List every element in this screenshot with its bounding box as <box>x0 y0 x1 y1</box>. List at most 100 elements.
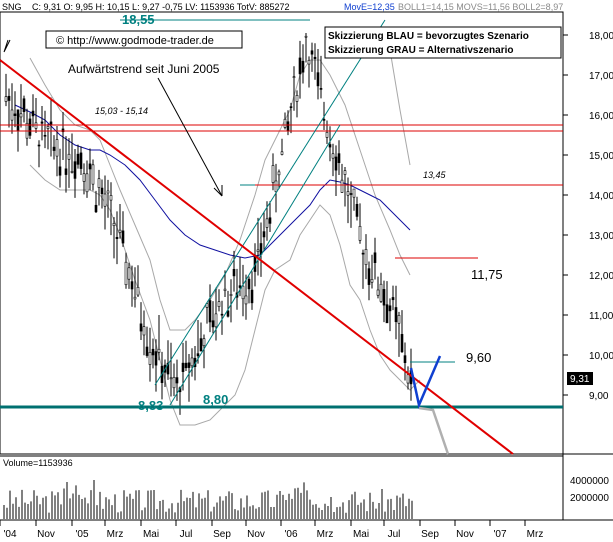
candle-body <box>85 173 89 193</box>
candle-body <box>328 144 332 148</box>
candle-body <box>118 229 122 233</box>
copyright-box <box>45 30 243 49</box>
x-tick-label: Mrz <box>527 529 544 540</box>
candle-body <box>19 113 23 118</box>
volume-bars <box>3 479 413 519</box>
candle-body <box>238 285 242 288</box>
y-tick-label: 9,00 <box>589 391 609 402</box>
candle-body <box>271 165 275 183</box>
candle-body <box>226 310 230 317</box>
moving-average-line <box>14 104 411 259</box>
candle-body <box>22 98 26 113</box>
move-indicator: MovE=12,35 <box>344 2 395 12</box>
candle-body <box>94 204 98 213</box>
candle-body <box>61 128 65 133</box>
candle-body <box>13 113 17 116</box>
scenario-blue <box>409 355 442 410</box>
candle-body <box>142 326 146 336</box>
legend-box <box>324 26 562 59</box>
y-tick-label: 18,00 <box>589 31 613 42</box>
candle-body <box>58 166 62 176</box>
candle-body <box>319 88 323 90</box>
candle-body <box>31 110 35 117</box>
candle-body <box>364 249 368 265</box>
candle-body <box>217 301 221 307</box>
x-tick-label: Sep <box>421 529 439 540</box>
candle-body <box>352 188 356 198</box>
candle-body <box>244 295 248 305</box>
trend-pointer <box>157 77 223 197</box>
peak-label: 18,55 <box>122 12 155 27</box>
candle-body <box>358 225 362 241</box>
candle-body <box>298 57 302 75</box>
candle-body <box>223 288 227 291</box>
candle-body <box>190 357 194 367</box>
candle-body <box>181 362 185 372</box>
zone-label: 15,03 - 15,14 <box>95 106 148 116</box>
candles <box>4 33 413 415</box>
candle-body <box>52 146 56 151</box>
candle-body <box>46 126 50 129</box>
candle-body <box>274 180 278 192</box>
volume-label: Volume=1153936 <box>3 458 73 468</box>
downtrend-line <box>0 59 514 455</box>
corner-arrow-icon <box>3 39 11 53</box>
last-price-badge <box>567 372 593 385</box>
bollinger-lower-band <box>29 164 421 426</box>
legend-blue: Skizzierung BLAU = bevorzugtes Szenario <box>328 31 529 42</box>
candle-body <box>322 119 326 121</box>
y-tick-label: 11,00 <box>589 311 613 322</box>
candle-body <box>268 217 272 224</box>
candle-body <box>43 134 47 137</box>
candle-body <box>202 338 206 347</box>
candle-body <box>4 96 8 102</box>
candle-body <box>325 131 329 138</box>
quote-line: C: 9,31 O: 9,95 H: 10,15 L: 9,27 -0,75 L… <box>32 2 290 12</box>
x-tick-label: Mai <box>353 529 369 540</box>
candle-body <box>265 218 269 228</box>
candle-body <box>391 297 395 301</box>
candle-body <box>55 139 59 157</box>
candle-body <box>10 109 14 121</box>
candle-body <box>112 223 116 226</box>
candle-body <box>16 109 20 131</box>
candle-body <box>316 72 320 87</box>
x-tick-label: Mai <box>143 529 159 540</box>
candle-body <box>337 153 341 164</box>
x-tick-label: '04 <box>3 529 16 540</box>
x-tick-label: Jul <box>388 529 401 540</box>
candle-body <box>37 144 41 147</box>
scenario-grey <box>418 406 450 455</box>
candle-body <box>250 289 254 304</box>
low-8-83-label: 8,83 <box>138 398 163 413</box>
candle-body <box>151 348 155 356</box>
candle-body <box>379 283 383 302</box>
candle-body <box>346 191 350 196</box>
candle-body <box>283 118 287 128</box>
candle-body <box>187 362 191 368</box>
pointer-arrowhead-icon <box>213 185 223 197</box>
candle-body <box>97 178 101 188</box>
candle-body <box>103 193 107 207</box>
symbol-label: SNG <box>2 2 22 12</box>
x-tick-label: '06 <box>284 529 297 540</box>
x-tick-label: Sep <box>213 529 231 540</box>
y-tick-label: 17,00 <box>589 71 613 82</box>
candle-body <box>331 153 335 159</box>
y-tick-label: 15,00 <box>589 151 613 162</box>
candle-body <box>145 346 149 356</box>
candle-body <box>154 351 158 366</box>
uptrend-lower-line <box>169 124 341 406</box>
candle-body <box>382 289 386 306</box>
candle-body <box>127 267 131 280</box>
candle-body <box>199 338 203 352</box>
y-tick-label: 13,00 <box>589 231 613 242</box>
candle-body <box>109 195 113 201</box>
candle-body <box>310 50 314 55</box>
y-tick-label: 16,00 <box>589 111 613 122</box>
trend-annotation: Aufwärtstrend seit Juni 2005 <box>68 62 220 76</box>
candle-body <box>232 268 236 277</box>
candle-body <box>256 249 260 252</box>
candle-body <box>148 352 152 365</box>
